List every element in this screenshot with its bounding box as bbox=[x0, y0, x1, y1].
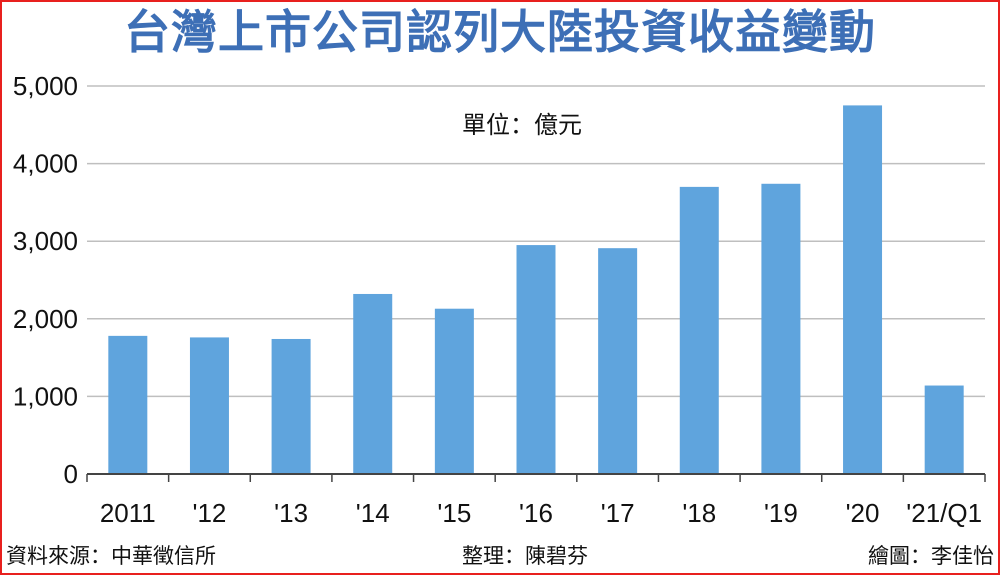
illustrator-credit: 繪圖：李佳怡 bbox=[868, 544, 994, 568]
bar bbox=[843, 105, 883, 475]
bar bbox=[434, 308, 474, 474]
x-tick-label: '19 bbox=[764, 498, 798, 528]
x-tick-label: '15 bbox=[437, 498, 471, 528]
bar bbox=[516, 245, 556, 474]
source-note: 資料來源：中華徵信所 bbox=[6, 544, 216, 568]
y-tick-label: 2,000 bbox=[13, 304, 78, 334]
bar bbox=[189, 337, 229, 474]
x-tick-label: '21/Q1 bbox=[906, 498, 982, 528]
x-tick-label: '16 bbox=[519, 498, 553, 528]
bar bbox=[353, 293, 393, 474]
x-tick-label: '17 bbox=[601, 498, 635, 528]
x-tick-label: '14 bbox=[356, 498, 390, 528]
x-tick-label: '18 bbox=[682, 498, 716, 528]
bar bbox=[108, 335, 148, 474]
editor-credit: 整理：陳碧芬 bbox=[462, 544, 588, 568]
y-tick-label: 3,000 bbox=[13, 226, 78, 256]
x-tick-label: '20 bbox=[846, 498, 880, 528]
bar bbox=[761, 183, 801, 474]
x-tick-label: '13 bbox=[274, 498, 308, 528]
y-tick-label: 0 bbox=[64, 459, 78, 489]
y-tick-label: 1,000 bbox=[13, 381, 78, 411]
y-tick-label: 5,000 bbox=[13, 71, 78, 101]
bar bbox=[924, 385, 964, 474]
bar bbox=[679, 186, 719, 474]
bar bbox=[598, 248, 638, 474]
x-tick-label: 2011 bbox=[100, 498, 156, 528]
bar bbox=[271, 338, 311, 474]
x-tick-label: '12 bbox=[193, 498, 227, 528]
unit-label: 單位：億元 bbox=[462, 111, 582, 139]
chart-title: 台灣上市公司認列大陸投資收益變動 bbox=[124, 5, 876, 59]
y-tick-label: 4,000 bbox=[13, 149, 78, 179]
